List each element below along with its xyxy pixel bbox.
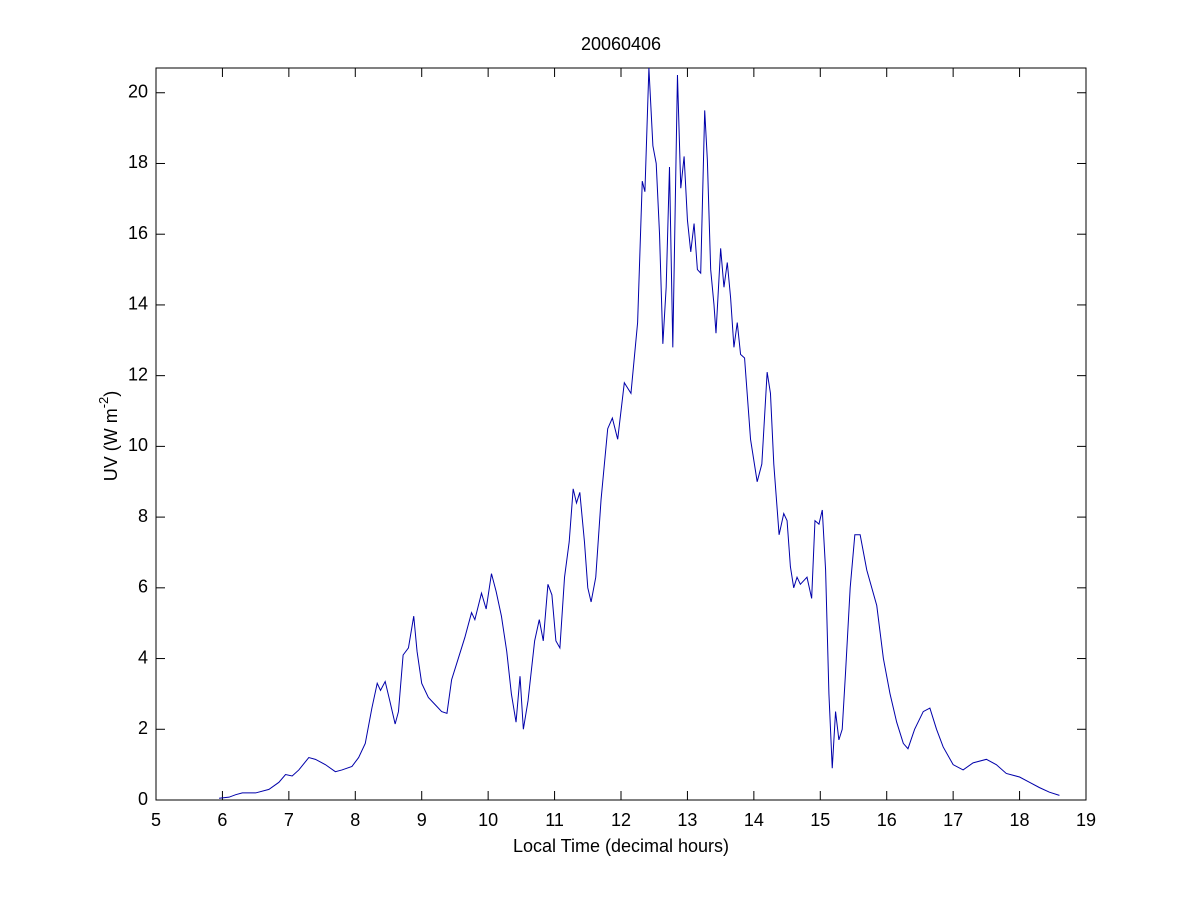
y-tick-label: 16 — [128, 223, 148, 243]
x-tick-label: 19 — [1076, 810, 1096, 830]
x-tick-label: 8 — [350, 810, 360, 830]
chart-title: 20060406 — [581, 34, 661, 54]
x-tick-label: 5 — [151, 810, 161, 830]
x-tick-label: 7 — [284, 810, 294, 830]
y-label-sup: -2 — [96, 397, 111, 409]
y-tick-label: 0 — [138, 789, 148, 809]
y-tick-label: 14 — [128, 294, 148, 314]
y-tick-label: 10 — [128, 435, 148, 455]
x-axis-label: Local Time (decimal hours) — [513, 836, 729, 856]
y-tick-label: 4 — [138, 647, 148, 667]
y-tick-label: 2 — [138, 718, 148, 738]
x-tick-label: 6 — [217, 810, 227, 830]
x-tick-label: 18 — [1010, 810, 1030, 830]
y-axis-label: UV (W m-2) — [96, 391, 120, 482]
x-tick-label: 16 — [877, 810, 897, 830]
data-line — [219, 67, 1060, 799]
y-tick-label: 6 — [138, 577, 148, 597]
y-tick-label: 8 — [138, 506, 148, 526]
y-tick-label: 12 — [128, 364, 148, 384]
x-tick-label: 15 — [810, 810, 830, 830]
x-tick-label: 10 — [478, 810, 498, 830]
y-label-main: UV (W m — [101, 408, 121, 481]
x-tick-label: 13 — [677, 810, 697, 830]
x-tick-label: 17 — [943, 810, 963, 830]
x-tick-label: 12 — [611, 810, 631, 830]
y-tick-label: 18 — [128, 152, 148, 172]
y-tick-label: 20 — [128, 82, 148, 102]
x-tick-label: 9 — [417, 810, 427, 830]
x-tick-label: 14 — [744, 810, 764, 830]
x-tick-label: 11 — [545, 810, 564, 830]
y-label-end: ) — [101, 391, 121, 397]
